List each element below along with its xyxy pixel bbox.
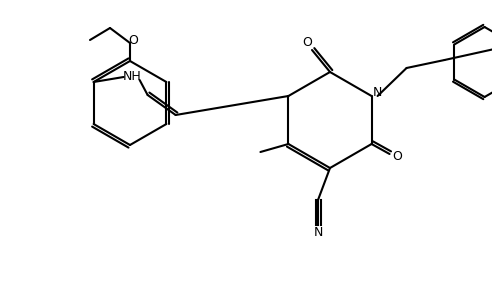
Text: N: N	[313, 226, 323, 240]
Text: O: O	[393, 150, 402, 162]
Text: NH: NH	[122, 71, 141, 83]
Text: O: O	[302, 35, 312, 49]
Text: O: O	[128, 35, 138, 47]
Text: N: N	[373, 86, 382, 100]
